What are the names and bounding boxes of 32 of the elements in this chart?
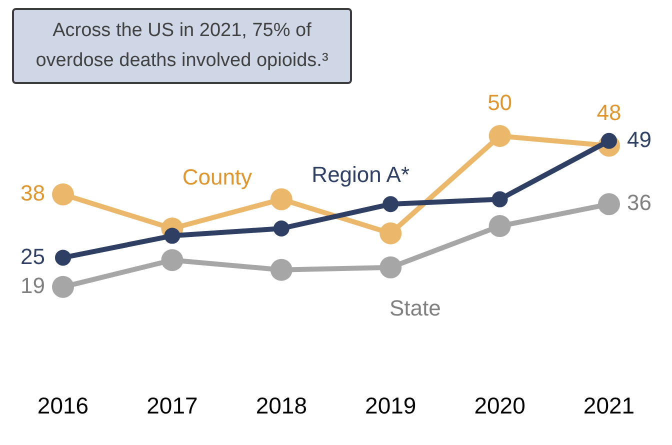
x-tick-label: 2017 (146, 392, 198, 419)
point (598, 193, 620, 216)
x-tick-label: 2018 (256, 392, 307, 419)
point (488, 125, 511, 147)
point (270, 258, 292, 281)
x-tick-label: 2021 (583, 392, 635, 419)
point (492, 191, 508, 208)
point (52, 276, 74, 298)
point (380, 222, 402, 244)
point (161, 249, 184, 272)
x-tick-label: 2019 (365, 392, 416, 419)
series-label: State (390, 296, 441, 320)
series-label: Region A* (312, 162, 410, 188)
point (164, 228, 180, 244)
point (380, 256, 402, 278)
note-box: Across the US in 2021, 75% of overdose deaths involved opioids.³ (12, 8, 352, 84)
data-label: 25 (20, 244, 45, 269)
data-label: 38 (20, 180, 45, 206)
point (488, 215, 511, 238)
point (273, 220, 290, 236)
data-label: 36 (627, 190, 652, 216)
point (52, 183, 74, 206)
point (382, 196, 399, 212)
series-label: County (182, 164, 252, 190)
data-label: 19 (20, 272, 45, 298)
x-tick-label: 2016 (37, 392, 89, 419)
point (270, 188, 292, 210)
data-label: 49 (627, 126, 652, 152)
data-label: 48 (596, 100, 622, 125)
x-tick-label: 2020 (474, 392, 526, 419)
point (55, 250, 71, 266)
data-label: 50 (488, 90, 512, 116)
